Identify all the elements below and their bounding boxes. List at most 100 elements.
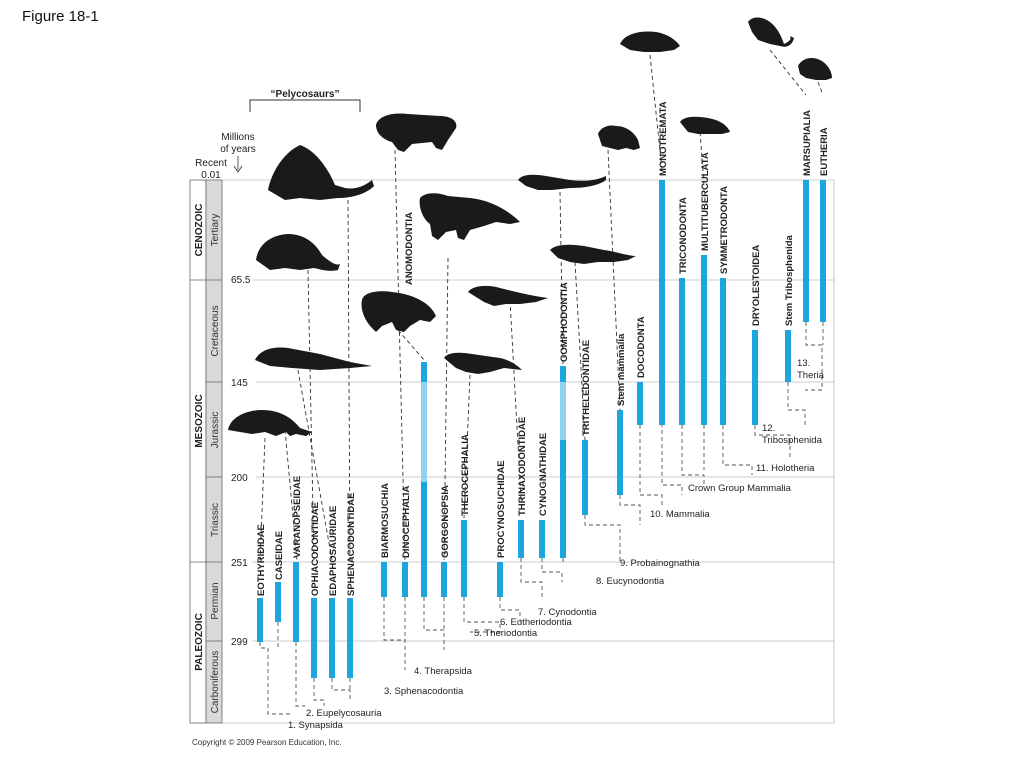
- bar-edaphosauridae: [329, 598, 335, 678]
- taxon-label: EUTHERIA: [819, 127, 830, 176]
- shrew-silhouette-icon: [598, 125, 640, 150]
- therocephalian-silhouette-icon: [444, 352, 522, 374]
- tree-connectors: [259, 185, 824, 715]
- bar-gomphodontia-gap: [560, 382, 566, 440]
- dinocephalian-silhouette-icon: [376, 113, 457, 152]
- gomphodont-silhouette-icon: [550, 244, 636, 264]
- taxon-label: TRITHELEDONTIDAE: [581, 340, 592, 436]
- taxon-label: OPHIACODONTIDAE: [310, 502, 321, 596]
- copyright-notice: Copyright © 2009 Pearson Education, Inc.: [192, 738, 342, 747]
- tick-251: 251: [231, 558, 248, 569]
- arrow-down-icon: [233, 165, 243, 173]
- range-bars: [257, 180, 826, 678]
- silhouettes: [228, 17, 832, 436]
- tick-200: 200: [231, 473, 248, 484]
- taxon-label: MONOTREMATA: [658, 101, 669, 176]
- recent-value: 0.01: [201, 170, 221, 181]
- taxon-label: TRICONODONTA: [678, 197, 689, 274]
- bar-biarmosuchia: [381, 562, 387, 597]
- bar-therocephalia: [461, 520, 467, 597]
- node-label: 4. Therapsida: [414, 666, 473, 677]
- era-cenozoic: CENOZOIC: [194, 204, 205, 257]
- node-label: 6. Eutheriodontia: [500, 617, 573, 628]
- node-label: Theria: [797, 370, 825, 381]
- taxon-label: DOCODONTA: [636, 316, 647, 378]
- taxon-label: SYMMETRODONTA: [719, 186, 730, 274]
- bar-triconodonta: [679, 278, 685, 425]
- bar-dryolestoidea: [752, 330, 758, 425]
- bar-eutheria: [820, 180, 826, 322]
- long-lizard-silhouette-icon: [255, 347, 372, 370]
- taxon-label: MARSUPIALIA: [802, 110, 813, 176]
- small-cynodont-silhouette-icon: [518, 174, 606, 190]
- taxon-label: EOTHYRIDIDAE: [256, 524, 267, 596]
- era-paleozoic: PALEOZOIC: [194, 613, 205, 671]
- bar-symmetrodonta: [720, 278, 726, 425]
- taxon-label: MULTITUBERCULATA: [700, 152, 711, 251]
- bar-stem-tribosphenida: [785, 330, 791, 382]
- node-label: 11. Holotheria: [756, 463, 815, 474]
- period-tertiary: Tertiary: [210, 214, 221, 247]
- node-labels: 1. Synapsida 2. Eupelycosauria 3. Sphena…: [288, 358, 825, 731]
- taxon-label: THEROCEPHALIA: [460, 434, 471, 516]
- period-carboniferous: Carboniferous: [210, 651, 221, 714]
- lizard-silhouette-icon: [228, 410, 312, 436]
- mouse-silhouette-icon: [798, 58, 832, 80]
- bar-anomodontia-lower: [421, 482, 427, 597]
- bar-docodonta: [637, 382, 643, 425]
- edaphosaur-silhouette-icon: [256, 234, 340, 271]
- bar-monotremata: [659, 180, 665, 425]
- bar-anomodontia-gap: [421, 382, 427, 482]
- bar-multituberculata: [701, 255, 707, 425]
- figure-title: Figure 18-1: [22, 8, 99, 25]
- taxon-label: DRYOLESTOIDEA: [751, 245, 762, 326]
- bar-eothyrididae: [257, 598, 263, 642]
- taxon-label: ANOMODONTIA: [404, 212, 415, 285]
- bar-ophiacodontidae: [311, 598, 317, 678]
- taxon-label: SPHENACODONTIDAE: [346, 493, 357, 596]
- cynodont-silhouette-icon: [468, 285, 548, 306]
- node-label: 12.: [762, 423, 775, 434]
- anomodont-silhouette-icon: [361, 291, 436, 332]
- period-cretaceous: Cretaceous: [210, 305, 221, 356]
- taxon-label: Stem Tribosphenida: [784, 234, 795, 326]
- tick-299: 299: [231, 637, 248, 648]
- node-label: 2. Eupelycosauria: [306, 708, 382, 719]
- period-jurassic: Jurassic: [210, 412, 221, 449]
- period-permian: Permian: [210, 582, 221, 619]
- opossum-silhouette-icon: [748, 17, 794, 47]
- rodent-silhouette-icon: [680, 116, 730, 134]
- node-label: 13.: [797, 358, 810, 369]
- bar-tritheledontidae: [582, 440, 588, 515]
- node-label: 9. Probainognathia: [620, 558, 700, 569]
- bar-varanopseidae: [293, 562, 299, 642]
- bar-caseidae: [275, 582, 281, 622]
- node-label: 8. Eucynodontia: [596, 576, 665, 587]
- bar-anomodontia-upper: [421, 362, 427, 382]
- bar-gorgonopsia: [441, 562, 447, 597]
- time-axis: Millions of years Recent 0.01 65.5 145 2…: [195, 132, 835, 724]
- echidna-silhouette-icon: [620, 31, 680, 52]
- gorgonopsian-silhouette-icon: [419, 193, 520, 240]
- bar-marsupialia: [803, 180, 809, 322]
- taxon-label: VARANOPSEIDAE: [292, 476, 303, 558]
- tick-65: 65.5: [231, 275, 251, 286]
- axis-header-2: of years: [220, 144, 256, 155]
- period-triassic: Triassic: [210, 503, 221, 537]
- node-label: Crown Group Mammalia: [688, 483, 792, 494]
- node-label: Tribosphenida: [762, 435, 823, 446]
- node-label: 7. Cynodontia: [538, 607, 597, 618]
- tick-145: 145: [231, 378, 248, 389]
- recent-label: Recent: [195, 158, 227, 169]
- taxon-label: GORGONOPSIA: [440, 485, 451, 558]
- bar-gomphodontia-lower: [560, 440, 566, 558]
- bar-dinocephalia: [402, 562, 408, 597]
- geologic-column: CENOZOIC MESOZOIC PALEOZOIC Tertiary Cre…: [189, 179, 223, 724]
- taxon-label: GOMPHODONTIA: [559, 282, 570, 362]
- node-label: 1. Synapsida: [288, 720, 344, 731]
- sail-back-silhouette-icon: [268, 145, 374, 200]
- taxon-label: Stem mammalia: [616, 333, 627, 406]
- taxon-label: PROCYNOSUCHIDAE: [496, 460, 507, 558]
- bar-cynognathidae: [539, 520, 545, 558]
